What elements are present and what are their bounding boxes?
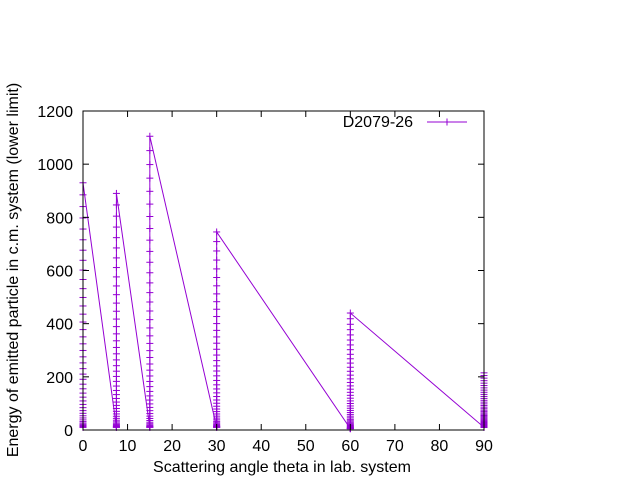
y-tick-labels: 0 200 400 600 800 1000 1200 — [37, 104, 73, 440]
data-point-marker — [146, 324, 154, 332]
data-point-marker — [146, 316, 154, 324]
data-point-marker — [213, 345, 221, 353]
data-point-marker — [112, 323, 120, 331]
x-tick-label: 30 — [208, 438, 226, 455]
data-point-marker — [112, 282, 120, 290]
y-tick-label: 1200 — [37, 104, 73, 121]
y-axis-title: Energy of emitted particle in c.m. syste… — [5, 83, 22, 457]
data-point-marker — [146, 258, 154, 266]
y-tick-label: 1000 — [37, 157, 73, 174]
data-point-marker — [112, 315, 120, 323]
series-line — [82, 136, 485, 431]
data-point-marker — [112, 350, 120, 358]
y-tick-label: 0 — [64, 423, 73, 440]
data-point-marker — [146, 225, 154, 233]
data-point-marker — [112, 356, 120, 364]
data-point-marker — [213, 290, 221, 298]
data-point-marker — [213, 247, 221, 255]
data-point-marker — [112, 273, 120, 281]
data-point-marker — [213, 320, 221, 328]
y-tick-label: 600 — [46, 264, 73, 281]
legend-label: D2079-26 — [343, 114, 413, 131]
series-layer — [79, 132, 488, 433]
data-point-marker — [146, 213, 154, 221]
x-tick-label: 70 — [386, 438, 404, 455]
x-tick-label: 0 — [79, 438, 88, 455]
x-axis-title: Scattering angle theta in lab. system — [153, 459, 411, 476]
x-tick-label: 10 — [119, 438, 137, 455]
data-point-marker — [146, 360, 154, 368]
data-point-marker — [146, 332, 154, 340]
data-point-marker — [213, 273, 221, 281]
data-point-marker — [146, 279, 154, 287]
data-point-marker — [146, 147, 154, 155]
x-tick-label: 50 — [297, 438, 315, 455]
data-point-marker — [146, 174, 154, 182]
data-point-marker — [213, 313, 221, 321]
data-point-marker — [112, 337, 120, 345]
data-point-marker — [146, 161, 154, 169]
x-tick-label: 90 — [475, 438, 493, 455]
data-point-marker — [112, 212, 120, 220]
data-point-marker — [146, 247, 154, 255]
data-point-marker — [112, 223, 120, 231]
x-tick-label: 40 — [252, 438, 270, 455]
x-tick-label: 20 — [163, 438, 181, 455]
data-point-marker — [146, 366, 154, 374]
data-point-marker — [112, 234, 120, 242]
data-point-marker — [213, 339, 221, 347]
data-point-marker — [146, 187, 154, 195]
data-point-marker — [213, 265, 221, 273]
data-point-marker — [112, 307, 120, 315]
legend-sample-line — [427, 118, 467, 126]
data-point-marker — [213, 256, 221, 264]
y-tick-label: 200 — [46, 370, 73, 387]
data-point-marker — [146, 289, 154, 297]
y-tick-label: 400 — [46, 317, 73, 334]
data-point-marker — [213, 333, 221, 341]
data-point-marker — [146, 353, 154, 361]
data-point-marker — [146, 339, 154, 347]
data-point-marker — [146, 132, 154, 140]
data-point-marker — [146, 307, 154, 315]
tick-marks — [82, 110, 485, 431]
data-point-marker — [112, 264, 120, 272]
data-point-marker — [112, 299, 120, 307]
y-tick-label: 800 — [46, 210, 73, 227]
legend: D2079-26 — [343, 114, 467, 131]
data-point-marker — [112, 244, 120, 252]
data-point-marker — [112, 254, 120, 262]
data-point-marker — [213, 282, 221, 290]
data-point-marker — [146, 200, 154, 208]
data-point-marker — [112, 201, 120, 209]
data-point-marker — [346, 309, 354, 317]
x-tick-label: 80 — [431, 438, 449, 455]
x-tick-label: 60 — [341, 438, 359, 455]
data-point-marker — [146, 236, 154, 244]
data-point-marker — [213, 305, 221, 313]
data-point-marker — [213, 228, 221, 236]
data-point-marker — [146, 347, 154, 355]
data-point-marker — [112, 343, 120, 351]
data-point-marker — [112, 189, 120, 197]
x-tick-labels: 0 10 20 30 40 50 60 70 80 90 — [79, 438, 493, 455]
data-point-marker — [213, 326, 221, 334]
data-point-marker — [146, 269, 154, 277]
data-point-marker — [146, 298, 154, 306]
data-point-marker — [213, 238, 221, 246]
data-point-marker — [112, 330, 120, 338]
data-point-marker — [213, 298, 221, 306]
data-point-marker — [112, 291, 120, 299]
